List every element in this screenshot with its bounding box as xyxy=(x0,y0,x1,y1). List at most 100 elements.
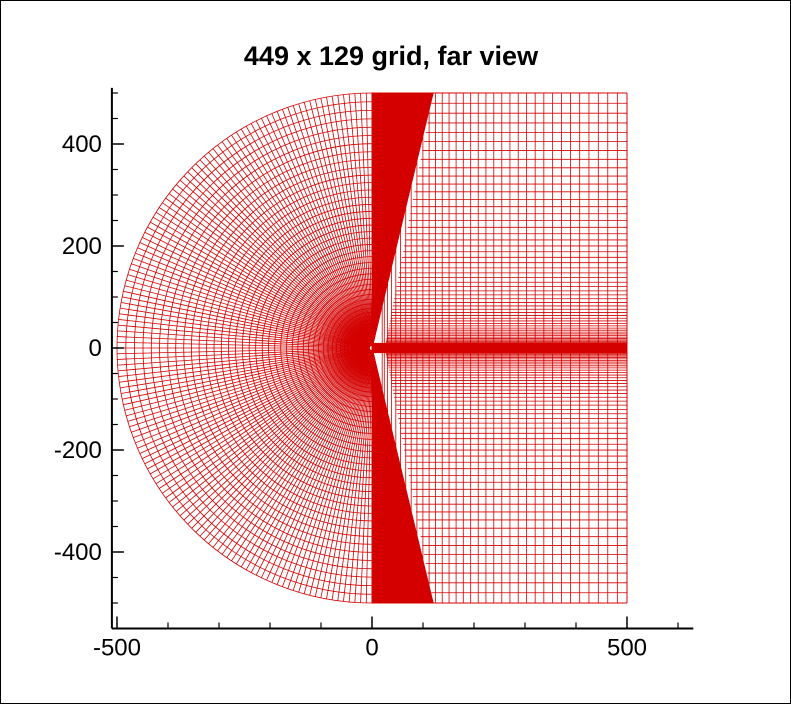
mesh-arc xyxy=(340,316,373,380)
mesh-radial-line xyxy=(360,93,373,346)
mesh-radial-line xyxy=(354,350,373,603)
y-tick-label: -200 xyxy=(54,437,102,464)
mesh-grid xyxy=(116,92,628,604)
mesh-radial-line xyxy=(165,349,371,499)
mesh-radial-line xyxy=(191,167,371,347)
mesh-radial-line xyxy=(117,341,370,349)
mesh-radial-line xyxy=(119,347,370,383)
mesh-radial-line xyxy=(191,349,371,529)
mesh-radial-line xyxy=(187,349,371,525)
mesh-arc xyxy=(336,312,373,384)
mesh-arc xyxy=(343,319,373,377)
mesh-arc xyxy=(327,303,373,393)
mesh-radial-line xyxy=(276,350,372,585)
y-tick-label: 200 xyxy=(62,233,102,260)
mesh-radial-line xyxy=(117,347,370,360)
mesh-radial-line xyxy=(199,159,371,347)
mesh-wake-band xyxy=(373,342,627,354)
mesh-radial-line xyxy=(360,350,373,603)
mesh-radial-line xyxy=(331,350,372,600)
mesh-radial-line xyxy=(183,175,371,347)
y-tick-label: 0 xyxy=(89,335,102,362)
mesh-arc xyxy=(297,273,373,423)
mesh-radial-line xyxy=(117,347,370,355)
x-tick-label: -500 xyxy=(93,635,141,662)
mesh-radial-line xyxy=(118,347,370,377)
mesh-radial-line xyxy=(326,350,372,599)
mesh-arc xyxy=(198,174,373,522)
y-tick-label: 400 xyxy=(62,131,102,158)
mesh-radial-line xyxy=(179,349,371,517)
mesh-arc xyxy=(167,143,373,553)
mesh-arc xyxy=(261,237,373,459)
mesh-arc xyxy=(125,101,373,595)
mesh-radial-line xyxy=(162,202,371,347)
mesh-arc xyxy=(142,118,373,578)
mesh-radial-line xyxy=(208,151,371,347)
mesh-radial-line xyxy=(337,95,373,346)
mesh-radial-line xyxy=(365,350,373,603)
mesh-arc xyxy=(134,109,373,587)
mesh-radial-line xyxy=(199,349,371,537)
mesh-arc xyxy=(347,323,373,373)
mesh-arc xyxy=(235,211,373,485)
mesh-radial-line xyxy=(172,188,371,347)
mesh-radial-line xyxy=(226,349,371,558)
mesh-radial-line xyxy=(354,93,373,346)
x-tick-label: 500 xyxy=(607,635,647,662)
mesh-radial-line xyxy=(168,193,371,347)
mesh-radial-line xyxy=(331,96,372,346)
y-tick-label: -400 xyxy=(54,539,102,566)
mesh-arc xyxy=(183,159,373,537)
chart-title: 449 x 129 grid, far view xyxy=(243,41,539,71)
mesh-radial-line xyxy=(117,336,370,349)
mesh-radial-line xyxy=(117,330,370,349)
mesh-arc xyxy=(369,345,373,351)
mesh-arc xyxy=(322,298,373,398)
mesh-radial-line xyxy=(326,97,372,346)
mesh-radial-line xyxy=(187,171,371,347)
mesh-radial-line xyxy=(217,144,371,347)
mesh-radial-line xyxy=(276,111,372,346)
mesh-arc xyxy=(331,307,373,389)
mesh-arc xyxy=(248,224,373,472)
mesh-arc xyxy=(280,256,373,440)
x-tick-label: 0 xyxy=(365,635,378,662)
mesh-radial-line xyxy=(117,324,370,349)
mesh-radial-line xyxy=(348,350,373,603)
mesh-radial-line xyxy=(172,349,371,508)
mesh-radial-line xyxy=(183,349,371,521)
mesh-radial-line xyxy=(203,349,371,541)
mesh-radial-line xyxy=(121,302,370,348)
mesh-radial-line xyxy=(217,349,371,552)
mesh-arc xyxy=(191,167,373,529)
mesh-arc xyxy=(318,294,373,402)
mesh-arc xyxy=(241,217,373,479)
mesh-radial-line xyxy=(343,350,373,602)
mesh-arc xyxy=(354,330,373,366)
mesh-arc xyxy=(313,289,373,407)
mesh-radial-line xyxy=(337,350,373,601)
mesh-radial-line xyxy=(162,349,371,494)
mesh-radial-line xyxy=(212,148,371,347)
mesh-radial-line xyxy=(117,347,370,372)
mesh-radial-line xyxy=(168,349,371,503)
mesh-arc xyxy=(274,250,373,446)
mesh-radial-line xyxy=(118,319,370,349)
mesh-arc xyxy=(351,326,373,370)
mesh-arc xyxy=(175,151,373,545)
mesh-arc xyxy=(366,342,373,354)
mesh-radial-line xyxy=(120,348,370,389)
mesh-radial-line xyxy=(121,348,370,394)
mesh-arc xyxy=(268,244,373,452)
mesh-radial-line xyxy=(135,348,370,444)
mesh-radial-line xyxy=(135,252,370,348)
mesh-arc xyxy=(220,196,373,500)
mesh-radial-line xyxy=(195,349,371,533)
mesh-radial-line xyxy=(165,197,371,347)
mesh-arc xyxy=(255,231,373,465)
axes: -500 0 500 -400 -200 0 200 400 xyxy=(54,87,694,662)
mesh-arc xyxy=(364,340,373,356)
